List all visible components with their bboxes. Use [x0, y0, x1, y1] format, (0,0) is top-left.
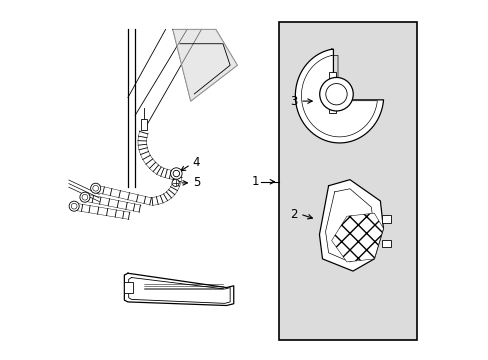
Bar: [381, 215, 390, 223]
Text: 3: 3: [289, 95, 297, 108]
Bar: [328, 72, 336, 83]
Circle shape: [69, 201, 79, 211]
Bar: [278, 22, 416, 339]
Bar: [381, 240, 390, 247]
Polygon shape: [124, 273, 233, 306]
Circle shape: [170, 168, 182, 179]
Bar: [140, 119, 147, 130]
Polygon shape: [295, 49, 383, 143]
Bar: [328, 103, 336, 113]
Circle shape: [90, 183, 101, 193]
Circle shape: [319, 77, 352, 111]
Circle shape: [80, 192, 90, 202]
Text: 5: 5: [193, 176, 201, 189]
Text: 1: 1: [251, 175, 258, 188]
Polygon shape: [172, 30, 237, 101]
Text: 4: 4: [192, 156, 200, 169]
Text: 2: 2: [289, 208, 297, 221]
Polygon shape: [331, 213, 383, 262]
Circle shape: [172, 179, 179, 186]
Circle shape: [325, 84, 346, 105]
Bar: [124, 282, 133, 293]
Polygon shape: [319, 180, 383, 271]
